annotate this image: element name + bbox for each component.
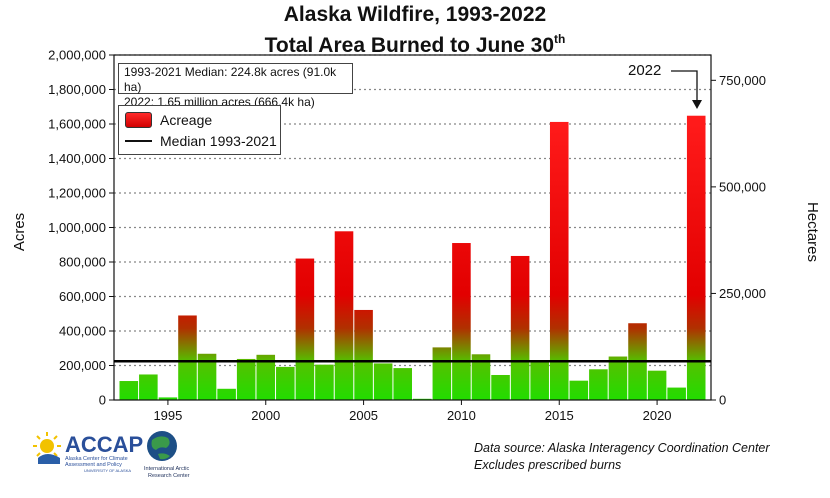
bar-2003 <box>315 364 334 400</box>
bar-2016 <box>569 380 589 400</box>
legend-item-acreage: Acreage <box>125 110 212 130</box>
bar-2001 <box>276 366 295 400</box>
exclusion-note: Excludes prescribed burns <box>474 458 622 472</box>
bar-1999 <box>236 358 256 400</box>
bar-2000 <box>256 354 276 400</box>
y2-tick-label: 250,000 <box>719 286 766 301</box>
logo-partner2: Research Center <box>148 473 190 479</box>
y-tick-label: 1,600,000 <box>48 117 106 132</box>
bar-1993 <box>119 381 139 400</box>
legend-label-acreage: Acreage <box>160 112 213 128</box>
x-tick-label: 2005 <box>349 408 378 423</box>
legend: Acreage Median 1993-2021 <box>118 105 281 155</box>
bar-1994 <box>139 374 158 400</box>
logo-sub3: UNIVERSITY OF ALASKA <box>84 468 131 473</box>
y-axis-ticks: 0 200,000 400,000 600,000 800,000 1,000,000 1,… <box>48 48 114 408</box>
logo-sub2: Assessment and Policy <box>65 462 122 468</box>
y-tick-label: 0 <box>99 393 106 408</box>
x-tick-label: 2000 <box>251 408 280 423</box>
chart-title-line2: Total Area Burned to June 30th <box>264 32 566 57</box>
bar-2020 <box>647 370 667 400</box>
bar-2022 <box>686 115 706 400</box>
bar-2013 <box>510 255 530 400</box>
x-tick-label: 2015 <box>545 408 574 423</box>
y-tick-label: 200,000 <box>59 358 106 373</box>
y-tick-label: 1,200,000 <box>48 186 106 201</box>
bar-1996 <box>178 315 197 400</box>
y-tick-label: 800,000 <box>59 255 106 270</box>
y-tick-label: 1,000,000 <box>48 220 106 235</box>
bar-1995 <box>158 397 178 400</box>
bar-2014 <box>530 361 549 400</box>
bar-2009 <box>432 347 452 400</box>
bar-2007 <box>393 368 412 400</box>
bar-2002 <box>295 258 315 400</box>
median-info-box: 1993-2021 Median: 224.8k acres (91.0k ha… <box>118 63 353 109</box>
x-tick-label: 2020 <box>643 408 672 423</box>
bar-2006 <box>373 363 393 400</box>
accap-logo: ACCAP Alaska Center for Climate Assessme… <box>33 431 190 479</box>
y-axis-label: Acres <box>11 213 28 251</box>
y2-axis-label: Hectares <box>804 202 821 262</box>
legend-line-median <box>125 140 152 142</box>
bar-2021 <box>667 387 686 400</box>
data-source-note: Data source: Alaska Interagency Coordina… <box>474 440 770 474</box>
bar-2004 <box>334 231 354 400</box>
bar-series-acreage <box>119 115 706 401</box>
y-tick-label: 1,800,000 <box>48 82 106 97</box>
y2-tick-label: 0 <box>719 393 726 408</box>
globe-icon <box>147 431 177 461</box>
source-line: Data source: Alaska Interagency Coordina… <box>474 441 770 455</box>
y-tick-label: 600,000 <box>59 289 106 304</box>
y-tick-label: 1,400,000 <box>48 151 106 166</box>
x-axis-ticks: 1995 2000 2005 2010 2015 2020 <box>153 400 672 423</box>
arrow-2022 <box>671 70 702 109</box>
legend-label-median: Median 1993-2021 <box>160 133 277 149</box>
bar-2018 <box>608 356 628 400</box>
sun-icon <box>33 432 61 464</box>
title-superscript: th <box>554 32 566 46</box>
y-tick-label: 2,000,000 <box>48 48 106 63</box>
logo-partner1: International Arctic <box>144 466 189 472</box>
logo-wordmark: ACCAP <box>65 432 143 457</box>
bar-2012 <box>491 374 510 400</box>
bar-2015 <box>549 121 569 401</box>
legend-item-median: Median 1993-2021 <box>125 131 277 151</box>
x-tick-label: 1995 <box>153 408 182 423</box>
bar-1998 <box>217 388 236 400</box>
bar-2010 <box>452 243 471 400</box>
bar-2008 <box>413 398 432 400</box>
y2-tick-label: 750,000 <box>719 73 766 88</box>
logo-sub1: Alaska Center for Climate <box>65 456 128 462</box>
annotation-2022: 2022 <box>628 62 662 79</box>
info-median-text: 1993-2021 Median: 224.8k acres (91.0k ha… <box>124 65 337 94</box>
bar-2011 <box>471 354 491 400</box>
y-tick-label: 400,000 <box>59 324 106 339</box>
y2-tick-label: 500,000 <box>719 179 766 194</box>
bar-2005 <box>354 309 373 400</box>
x-tick-label: 2010 <box>447 408 476 423</box>
bar-2017 <box>589 369 608 400</box>
y2-axis-ticks: 0 250,000 500,000 750,000 <box>711 73 766 408</box>
chart-title-line1: Alaska Wildfire, 1993-2022 <box>283 3 547 26</box>
bar-1997 <box>197 353 217 400</box>
legend-swatch-acreage <box>125 112 152 128</box>
